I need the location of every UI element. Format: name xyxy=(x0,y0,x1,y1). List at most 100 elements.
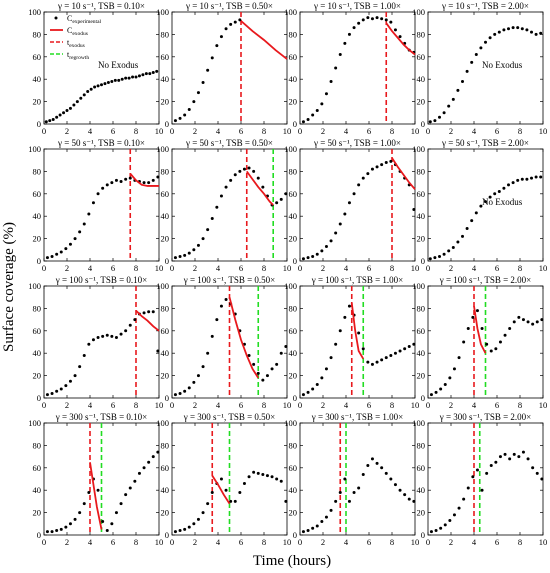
data-point xyxy=(320,102,324,106)
x-axis-label: Time (hours) xyxy=(253,553,331,569)
data-point xyxy=(183,113,187,117)
data-point xyxy=(338,222,342,226)
y-tick-label: 60 xyxy=(289,189,298,199)
data-point xyxy=(87,490,91,494)
data-point xyxy=(147,181,151,185)
data-point xyxy=(324,92,328,96)
data-point xyxy=(65,109,69,113)
x-tick-label: 6 xyxy=(495,126,499,136)
data-point xyxy=(68,106,72,110)
y-tick-label: 0 xyxy=(37,119,41,129)
data-point xyxy=(173,119,177,123)
data-point xyxy=(68,379,72,383)
x-tick-label: 2 xyxy=(193,126,197,136)
data-point xyxy=(447,104,451,108)
x-tick-label: 6 xyxy=(239,263,243,273)
data-point xyxy=(531,466,535,470)
data-point xyxy=(329,79,333,83)
data-point xyxy=(64,247,68,251)
y-tick-label: 100 xyxy=(284,281,297,291)
data-point xyxy=(370,17,374,21)
y-tick-label: 40 xyxy=(289,485,298,495)
data-point xyxy=(50,255,54,259)
exodus-fit-line xyxy=(228,296,260,379)
data-point xyxy=(64,525,68,529)
data-point xyxy=(91,338,95,342)
y-tick-label: 80 xyxy=(417,29,426,39)
data-point xyxy=(224,27,228,31)
data-point xyxy=(134,75,138,79)
x-tick-label: 2 xyxy=(65,126,69,136)
y-axis-label: Surface coverage (%) xyxy=(1,222,17,352)
data-point xyxy=(73,374,77,378)
data-point xyxy=(105,183,109,187)
data-point xyxy=(334,342,338,346)
y-tick-label: 40 xyxy=(161,74,170,84)
data-point xyxy=(119,502,123,506)
x-tick-label: 10 xyxy=(155,400,164,410)
x-tick-label: 4 xyxy=(216,263,221,273)
y-tick-label: 60 xyxy=(417,326,426,336)
data-point xyxy=(433,256,437,260)
data-point xyxy=(375,461,379,465)
data-point xyxy=(196,91,200,95)
axes-box xyxy=(43,285,160,399)
data-point xyxy=(275,201,279,205)
data-point xyxy=(412,342,416,346)
legend-label: tregrowth xyxy=(67,50,89,61)
data-point xyxy=(540,477,544,481)
data-point xyxy=(343,477,347,481)
y-tick-label: 40 xyxy=(33,211,42,221)
data-point xyxy=(442,111,446,115)
data-point xyxy=(507,27,510,31)
data-point xyxy=(106,81,110,85)
y-tick-label: 100 xyxy=(284,7,297,17)
data-point xyxy=(89,87,93,91)
data-point xyxy=(201,81,205,85)
data-point xyxy=(119,179,123,183)
data-point xyxy=(475,468,479,472)
x-tick-label: 0 xyxy=(42,400,46,410)
data-point xyxy=(479,204,483,208)
data-point xyxy=(320,520,324,524)
data-point xyxy=(147,460,151,464)
data-point xyxy=(347,304,351,308)
data-point xyxy=(192,522,196,526)
data-point xyxy=(366,172,370,176)
panel-title: γ = 300 s⁻¹, TSB = 1.00× xyxy=(311,412,404,422)
y-tick-label: 20 xyxy=(161,234,170,244)
y-tick-label: 100 xyxy=(28,281,41,291)
data-point xyxy=(124,329,128,333)
exodus-fit-line xyxy=(473,306,487,354)
x-tick-label: 0 xyxy=(170,537,174,547)
x-tick-label: 4 xyxy=(344,537,349,547)
data-point xyxy=(284,192,288,196)
y-tick-label: 60 xyxy=(289,52,298,62)
x-tick-label: 2 xyxy=(193,263,197,273)
x-tick-label: 10 xyxy=(155,537,164,547)
data-point xyxy=(502,28,506,32)
x-tick-label: 10 xyxy=(539,263,548,273)
x-tick-label: 4 xyxy=(472,126,477,136)
data-point xyxy=(91,201,95,205)
panel-title: γ = 50 s⁻¹, TSB = 0.10× xyxy=(57,138,145,148)
x-tick-label: 8 xyxy=(390,537,394,547)
data-point xyxy=(370,457,374,461)
data-point xyxy=(443,523,447,527)
y-tick-label: 0 xyxy=(37,530,41,540)
data-point xyxy=(389,159,393,163)
data-point xyxy=(192,248,196,252)
x-tick-label: 2 xyxy=(65,537,69,547)
y-tick-label: 60 xyxy=(33,189,42,199)
data-point xyxy=(530,30,533,34)
data-point xyxy=(206,228,210,232)
exodus-fit-line xyxy=(391,157,416,190)
data-point xyxy=(361,347,365,351)
data-point xyxy=(507,183,510,187)
data-point xyxy=(361,176,365,180)
data-point xyxy=(442,252,446,256)
axes-box xyxy=(427,422,544,536)
data-point xyxy=(380,163,384,167)
data-point xyxy=(78,365,82,369)
